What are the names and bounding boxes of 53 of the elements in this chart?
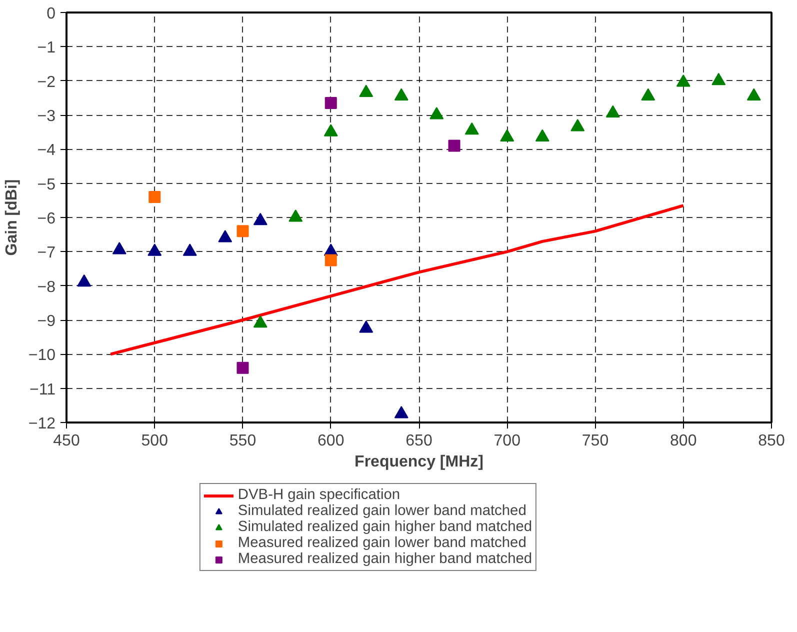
point: [570, 118, 585, 132]
x-tick-label: 450: [53, 432, 80, 450]
line-series: [109, 204, 685, 356]
y-tick-label: −4: [37, 142, 56, 160]
point: [77, 274, 92, 287]
legend-label: Simulated realized gain lower band matched: [238, 503, 526, 519]
x-axis-title: Frequency [MHz]: [354, 454, 484, 470]
y-tick-label: −6: [37, 210, 56, 228]
point: [218, 230, 232, 242]
legend-label: Measured realized gain higher band matched: [238, 551, 532, 567]
x-tick-label: 650: [406, 432, 432, 450]
y-tick-label: −5: [37, 176, 56, 194]
point: [500, 129, 514, 142]
y-axis-title: Gain [dBi]: [3, 179, 20, 256]
y-tick-label: 0: [46, 6, 56, 22]
x-tick-label: 750: [582, 432, 609, 450]
y-tick-label: −7: [37, 244, 56, 262]
y-tick-label: −2: [37, 74, 56, 91]
point: [712, 72, 726, 86]
y-tick-label: −10: [28, 347, 56, 364]
y-tick-label: −11: [30, 381, 56, 398]
y-tick-label: −1: [37, 40, 56, 57]
point: [359, 84, 374, 98]
point: [464, 122, 479, 135]
x-tick-label: 800: [670, 432, 697, 450]
point: [253, 212, 268, 226]
x-tick-label: 700: [494, 432, 521, 450]
point: [182, 244, 197, 256]
point: [430, 106, 444, 120]
legend-label: Measured realized gain lower band matched: [238, 535, 526, 551]
point: [359, 320, 374, 333]
x-tick-label: 850: [758, 432, 785, 450]
legend-label: Simulated realized gain higher band matched: [238, 519, 532, 535]
point: [253, 315, 268, 328]
point: [535, 129, 550, 142]
point: [394, 406, 408, 418]
y-tick-label: −9: [37, 313, 56, 330]
point: [641, 88, 656, 100]
x-tick-label: 500: [141, 432, 168, 450]
x-tick-label: 600: [318, 432, 344, 450]
y-tick-label: −8: [37, 278, 56, 296]
point: [112, 242, 126, 254]
y-tick-label: −12: [28, 416, 56, 432]
x-tick-label: 550: [229, 432, 256, 450]
point: [148, 244, 162, 256]
point: [394, 88, 408, 100]
point: [324, 124, 338, 136]
point: [676, 74, 690, 87]
legend-label: DVB-H gain specification: [238, 487, 400, 503]
point: [606, 105, 620, 118]
y-tick-label: −3: [37, 108, 56, 125]
point: [746, 88, 761, 100]
point: [288, 209, 303, 222]
